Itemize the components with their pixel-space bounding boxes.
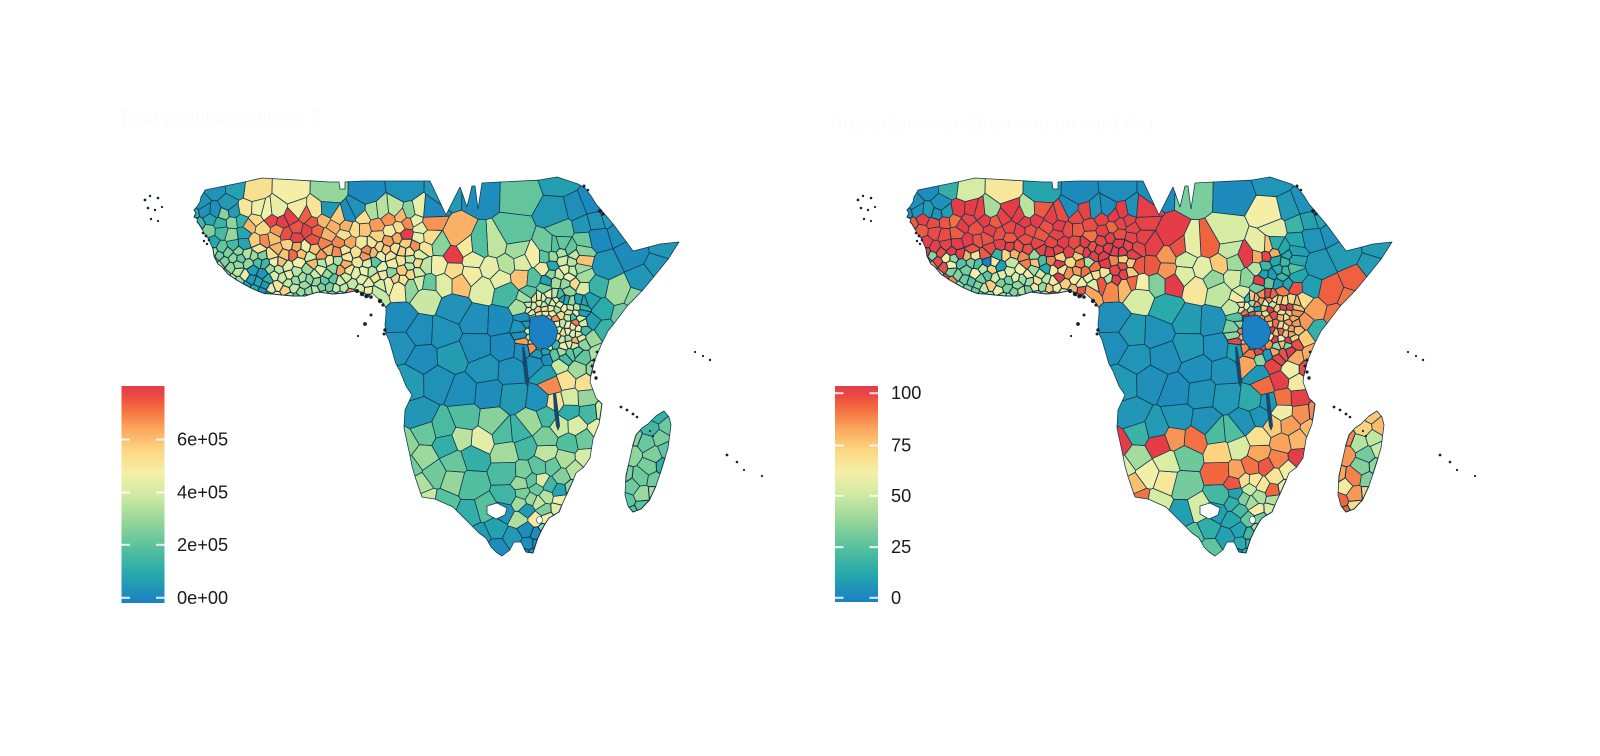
svg-text:100: 100 bbox=[891, 383, 921, 403]
svg-text:0e+00: 0e+00 bbox=[177, 588, 228, 608]
svg-text:6e+05: 6e+05 bbox=[177, 430, 228, 450]
svg-text:Total population under 5: Total population under 5 bbox=[118, 108, 321, 129]
svg-text:50: 50 bbox=[891, 486, 911, 506]
svg-text:Proportion of children with no: Proportion of children with no card (%) bbox=[830, 114, 1153, 135]
svg-text:4e+05: 4e+05 bbox=[177, 483, 228, 503]
svg-text:75: 75 bbox=[891, 436, 911, 456]
svg-text:25: 25 bbox=[891, 537, 911, 557]
svg-text:2e+05: 2e+05 bbox=[177, 535, 228, 555]
svg-text:0: 0 bbox=[891, 588, 901, 608]
